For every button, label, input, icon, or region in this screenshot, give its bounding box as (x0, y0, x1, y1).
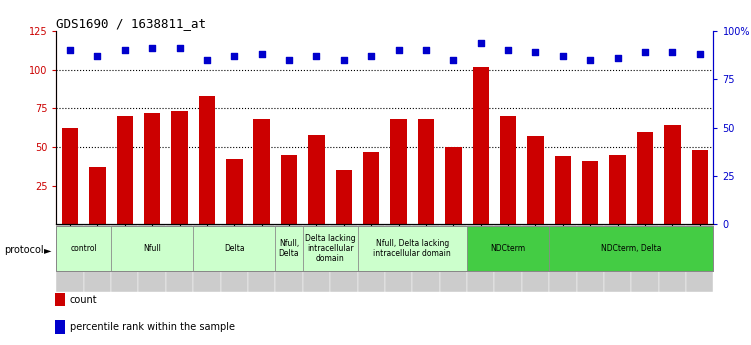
FancyBboxPatch shape (221, 225, 248, 292)
FancyBboxPatch shape (577, 225, 604, 292)
FancyBboxPatch shape (276, 226, 303, 271)
FancyBboxPatch shape (357, 225, 385, 292)
Text: count: count (70, 295, 98, 305)
Bar (500, 116, 517, 224)
Point (173, 46, 185, 51)
Bar (89, 167, 106, 224)
Point (475, 40, 487, 46)
Bar (226, 159, 243, 224)
Point (529, 50, 541, 55)
FancyBboxPatch shape (166, 225, 193, 292)
FancyBboxPatch shape (248, 225, 276, 292)
FancyBboxPatch shape (632, 225, 659, 292)
FancyBboxPatch shape (522, 225, 549, 292)
Point (448, 57, 460, 63)
Bar (144, 113, 161, 224)
Text: NDCterm: NDCterm (490, 244, 526, 253)
Point (92, 53, 104, 59)
Point (283, 57, 295, 63)
Bar (171, 111, 188, 224)
Text: Nfull,
Delta: Nfull, Delta (279, 239, 300, 258)
Text: Delta: Delta (224, 244, 245, 253)
FancyBboxPatch shape (357, 226, 467, 271)
Text: protocol: protocol (4, 245, 44, 255)
Bar (281, 155, 297, 224)
Point (584, 57, 596, 63)
Text: Nfull: Nfull (143, 244, 161, 253)
Point (502, 48, 514, 53)
FancyBboxPatch shape (439, 225, 467, 292)
FancyBboxPatch shape (83, 225, 111, 292)
FancyBboxPatch shape (193, 225, 221, 292)
FancyBboxPatch shape (111, 225, 138, 292)
FancyBboxPatch shape (193, 226, 276, 271)
FancyBboxPatch shape (56, 226, 111, 271)
FancyBboxPatch shape (467, 226, 549, 271)
Bar (609, 155, 626, 224)
FancyBboxPatch shape (385, 225, 412, 292)
Text: NDCterm, Delta: NDCterm, Delta (601, 244, 662, 253)
Bar (55, 293, 65, 306)
FancyBboxPatch shape (549, 226, 713, 271)
Bar (336, 170, 352, 224)
Point (666, 50, 678, 55)
Bar (62, 128, 78, 224)
Point (201, 57, 213, 63)
FancyBboxPatch shape (111, 226, 193, 271)
Point (228, 53, 240, 59)
Point (64, 48, 76, 53)
Point (338, 57, 350, 63)
Bar (391, 119, 407, 224)
Text: percentile rank within the sample: percentile rank within the sample (70, 322, 235, 332)
FancyBboxPatch shape (56, 225, 83, 292)
Bar (253, 119, 270, 224)
Bar (363, 151, 379, 224)
Point (420, 48, 432, 53)
Point (255, 51, 267, 57)
Bar (55, 320, 65, 334)
Bar (445, 147, 462, 224)
FancyBboxPatch shape (412, 225, 439, 292)
Bar (692, 150, 708, 224)
Bar (116, 116, 133, 224)
Bar (555, 156, 571, 224)
Bar (308, 135, 324, 224)
Text: Nfull, Delta lacking
intracellular domain: Nfull, Delta lacking intracellular domai… (373, 239, 451, 258)
Bar (664, 125, 680, 224)
FancyBboxPatch shape (138, 225, 166, 292)
FancyBboxPatch shape (494, 225, 522, 292)
Point (365, 53, 377, 59)
Bar (418, 119, 434, 224)
Bar (637, 131, 653, 224)
Bar (199, 96, 215, 224)
Point (119, 48, 131, 53)
Text: control: control (71, 244, 97, 253)
Bar (472, 67, 489, 224)
FancyBboxPatch shape (604, 225, 632, 292)
Point (611, 55, 623, 61)
Text: GDS1690 / 1638811_at: GDS1690 / 1638811_at (56, 17, 207, 30)
FancyBboxPatch shape (330, 225, 357, 292)
Point (393, 48, 405, 53)
Point (556, 53, 569, 59)
Bar (582, 161, 599, 224)
Point (146, 46, 158, 51)
FancyBboxPatch shape (659, 225, 686, 292)
Text: Delta lacking
intracellular
domain: Delta lacking intracellular domain (305, 234, 355, 263)
FancyBboxPatch shape (276, 225, 303, 292)
FancyBboxPatch shape (467, 225, 494, 292)
Text: ►: ► (44, 245, 51, 255)
Point (310, 53, 322, 59)
FancyBboxPatch shape (686, 225, 713, 292)
FancyBboxPatch shape (549, 225, 577, 292)
Bar (527, 136, 544, 224)
FancyBboxPatch shape (303, 225, 330, 292)
Point (694, 51, 706, 57)
Point (639, 50, 651, 55)
FancyBboxPatch shape (303, 226, 357, 271)
